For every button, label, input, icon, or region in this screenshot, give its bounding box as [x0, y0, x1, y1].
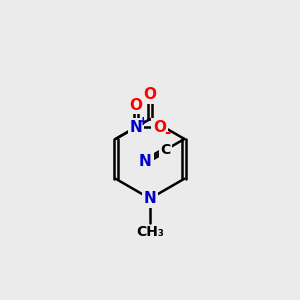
Text: N: N	[130, 120, 142, 135]
Text: CH₃: CH₃	[136, 225, 164, 239]
Text: O: O	[143, 87, 157, 102]
Text: C: C	[160, 143, 170, 157]
Text: +: +	[138, 115, 148, 128]
Text: O: O	[153, 120, 166, 135]
Text: N: N	[139, 154, 152, 169]
Text: O: O	[130, 98, 142, 112]
Text: N: N	[144, 191, 156, 206]
Text: -: -	[165, 125, 171, 140]
